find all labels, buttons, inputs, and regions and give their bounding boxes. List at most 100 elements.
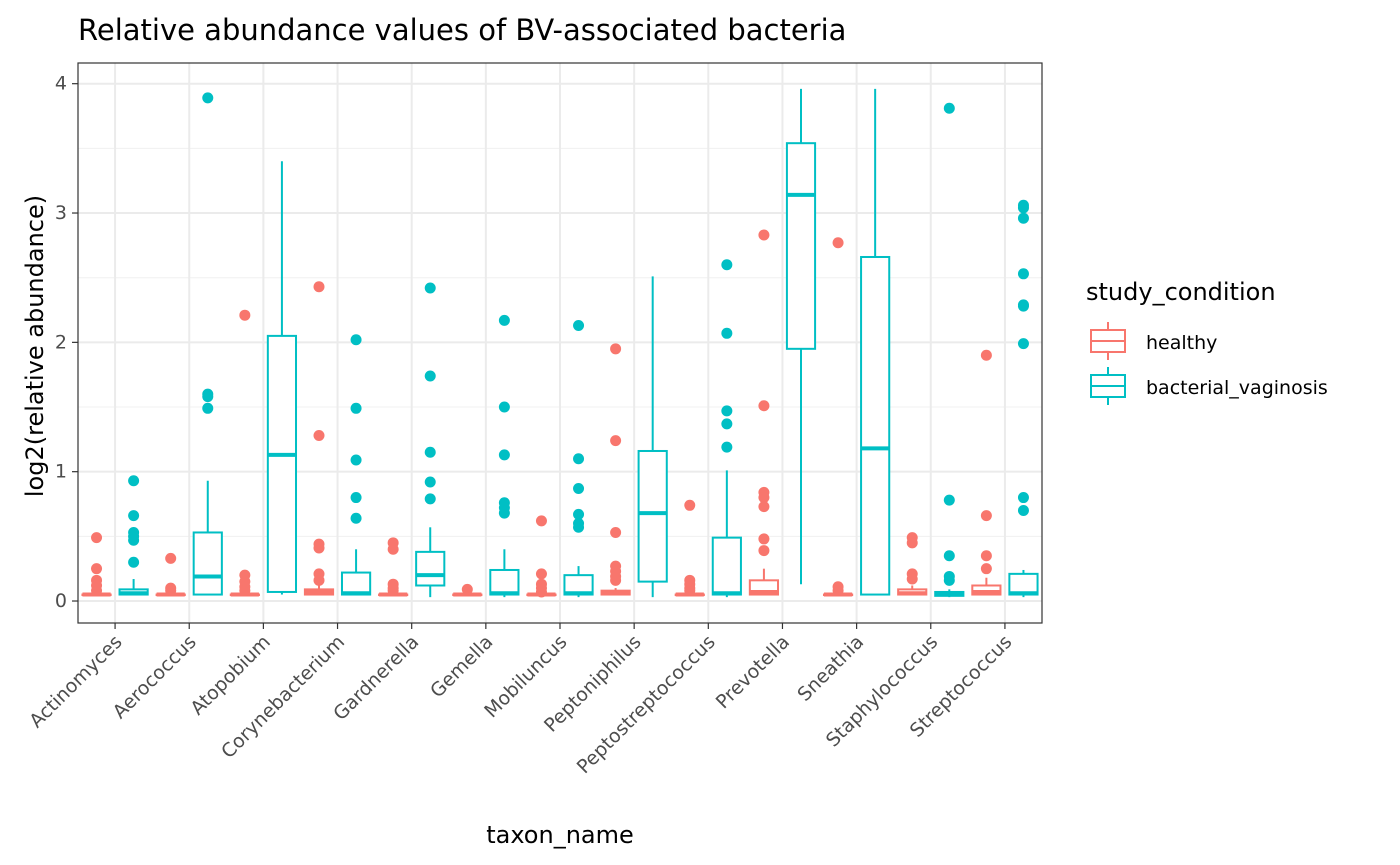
- box-bacterial_vaginosis-sneathia: [860, 88, 891, 596]
- box-healthy-peptoniphilus: [600, 343, 631, 596]
- legend-key-healthy: [1090, 322, 1126, 360]
- outlier-point: [535, 586, 547, 598]
- outlier-point: [128, 556, 140, 568]
- box-healthy-actinomyces: [81, 532, 112, 597]
- outlier-point: [721, 418, 733, 430]
- outlier-point: [980, 510, 992, 522]
- grid-lines: [78, 63, 1042, 623]
- box-body: [192, 531, 223, 596]
- chart-title: Relative abundance values of BV-associat…: [78, 13, 846, 47]
- outlier-point: [91, 585, 103, 597]
- outlier-point: [165, 552, 177, 564]
- outlier-point: [1017, 202, 1029, 214]
- box-healthy-peptostreptococcus: [674, 499, 705, 597]
- outlier-point: [202, 391, 214, 403]
- outlier-point: [313, 281, 325, 293]
- outlier-point: [721, 405, 733, 417]
- box-body: [340, 571, 372, 596]
- outlier-point: [239, 309, 251, 321]
- outlier-point: [943, 494, 955, 506]
- outlier-point: [610, 435, 622, 447]
- outlier-point: [239, 585, 251, 597]
- outlier-point: [980, 550, 992, 562]
- outlier-point: [350, 402, 362, 414]
- outlier-point: [980, 563, 992, 575]
- outlier-point: [832, 237, 844, 249]
- legend-label: healthy: [1146, 332, 1217, 354]
- outlier-point: [128, 510, 140, 522]
- outlier-point: [573, 508, 585, 520]
- outlier-point: [202, 402, 214, 414]
- outlier-point: [943, 574, 955, 586]
- box-healthy-streptococcus: [971, 349, 1002, 596]
- x-axis-label: taxon_name: [486, 821, 634, 849]
- box-bacterial_vaginosis-prevotella: [785, 88, 817, 585]
- x-tick-label: Prevotella: [712, 631, 794, 713]
- outlier-point: [91, 563, 103, 575]
- y-tick-label: 0: [55, 590, 67, 612]
- box-healthy-atopobium: [229, 309, 260, 597]
- y-axis: 0 1 2 3 4: [55, 73, 78, 612]
- x-tick-label: Sneathia: [793, 631, 868, 706]
- outlier-point: [943, 102, 955, 114]
- outlier-point: [424, 282, 436, 294]
- outlier-point: [906, 537, 918, 549]
- outlier-point: [313, 542, 325, 554]
- outlier-point: [313, 574, 325, 586]
- outlier-point: [906, 573, 918, 585]
- box-bacterial_vaginosis-gardnerella: [415, 282, 446, 598]
- outlier-point: [461, 583, 473, 595]
- outlier-point: [350, 334, 362, 346]
- outlier-point: [758, 501, 770, 513]
- outlier-point: [350, 454, 362, 466]
- outlier-point: [424, 370, 436, 382]
- y-tick-label: 2: [55, 331, 67, 353]
- x-tick-label: Peptostreptococcus: [573, 631, 720, 778]
- box-body: [489, 568, 520, 596]
- legend: study_condition healthy bacterial_vaginos…: [1086, 278, 1328, 405]
- box-bacterial_vaginosis-atopobium: [266, 161, 298, 595]
- outlier-point: [980, 349, 992, 361]
- box-bacterial_vaginosis-mobiluncus: [563, 320, 594, 598]
- box-healthy-gardnerella: [378, 537, 409, 597]
- outlier-point: [832, 585, 844, 597]
- outlier-point: [721, 441, 733, 453]
- box-body: [415, 550, 446, 587]
- outlier-point: [1017, 492, 1029, 504]
- outlier-point: [350, 492, 362, 504]
- outlier-point: [1017, 504, 1029, 516]
- outlier-point: [424, 446, 436, 458]
- outlier-point: [573, 453, 585, 465]
- outlier-point: [684, 499, 696, 511]
- box-healthy-staphylococcus: [897, 532, 928, 596]
- box-bacterial_vaginosis-actinomyces: [118, 475, 149, 596]
- box-body: [785, 142, 817, 350]
- outlier-point: [313, 429, 325, 441]
- outlier-point: [1017, 338, 1029, 350]
- outlier-point: [424, 493, 436, 505]
- outlier-point: [758, 533, 770, 545]
- outlier-point: [165, 585, 177, 597]
- x-tick-label: Gemella: [426, 631, 497, 702]
- box-body: [711, 536, 742, 596]
- box-bacterial_vaginosis-peptostreptococcus: [711, 259, 742, 598]
- box-bacterial_vaginosis-gemella: [489, 314, 520, 598]
- outlier-point: [1017, 212, 1029, 224]
- box-bacterial_vaginosis-peptoniphilus: [637, 276, 668, 598]
- y-tick-label: 3: [55, 202, 67, 224]
- outlier-point: [535, 515, 547, 527]
- outlier-point: [610, 574, 622, 586]
- x-tick-label: Corynebacterium: [217, 631, 349, 763]
- legend-label: bacterial_vaginosis: [1146, 377, 1328, 399]
- outlier-point: [758, 229, 770, 241]
- outlier-point: [91, 532, 103, 544]
- legend-title: study_condition: [1086, 278, 1276, 306]
- box-bacterial_vaginosis-staphylococcus: [934, 102, 965, 598]
- legend-key-bacterial_vaginosis: [1090, 367, 1126, 405]
- outlier-point: [387, 585, 399, 597]
- box-body: [637, 449, 668, 583]
- box-bacterial_vaginosis-streptococcus: [1008, 199, 1039, 598]
- outlier-point: [387, 543, 399, 555]
- outlier-point: [610, 526, 622, 538]
